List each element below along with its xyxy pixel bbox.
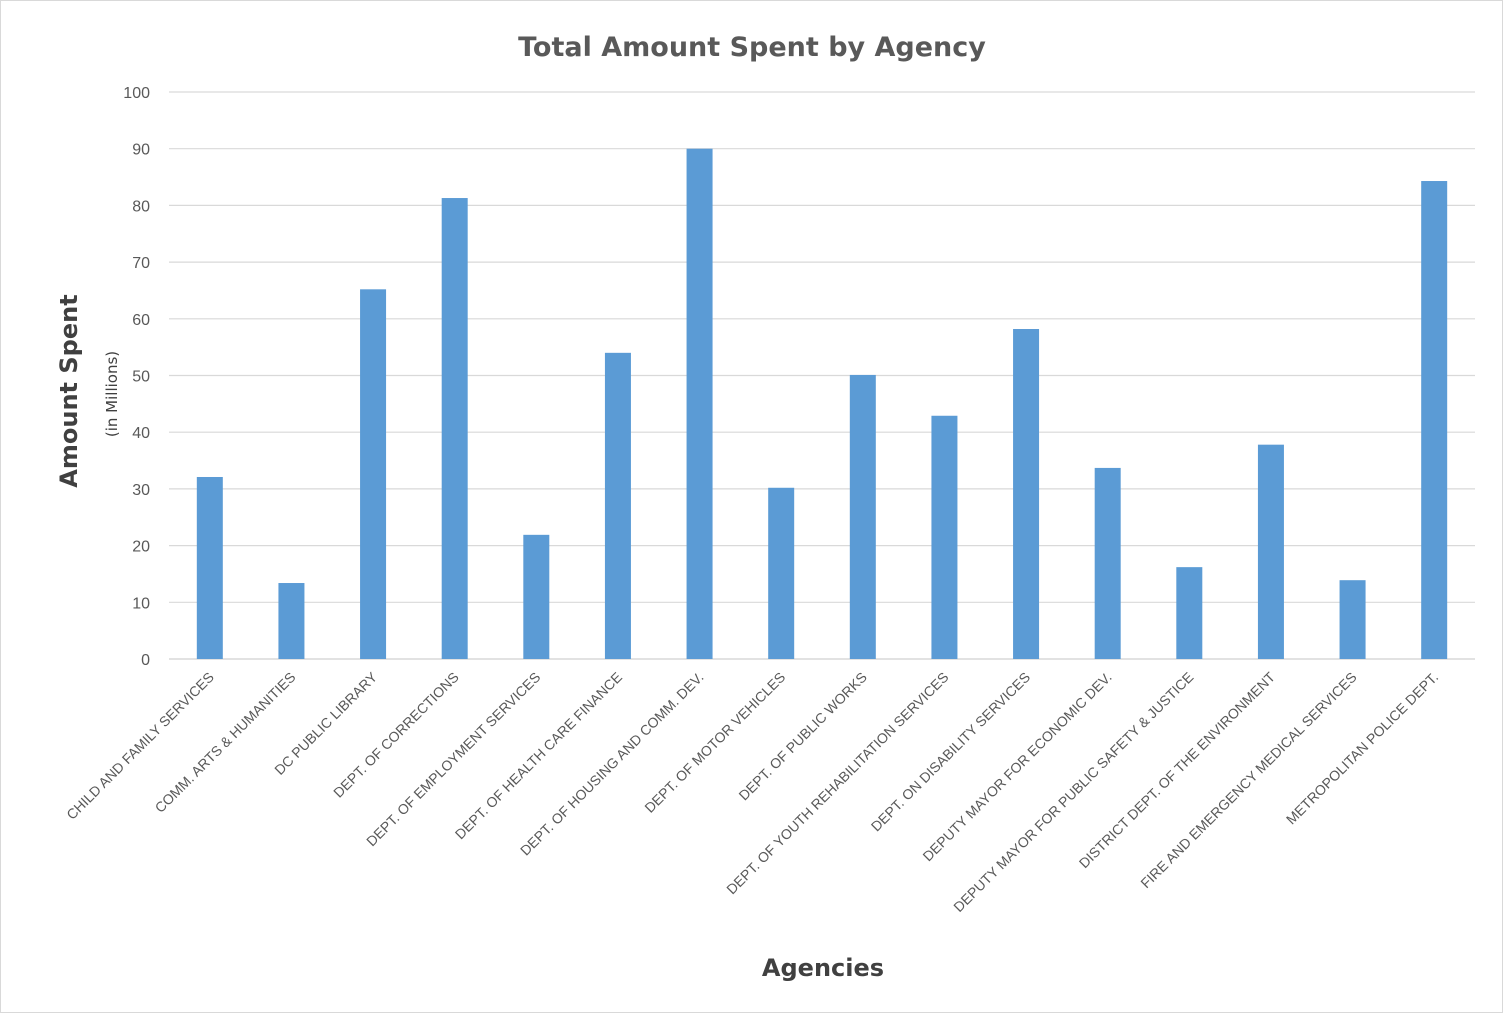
y-tick-label: 90: [132, 142, 150, 159]
bar: [768, 487, 795, 659]
x-tick-label: DEPT. OF HEALTH CARE FINANCE: [452, 669, 625, 842]
bar: [1339, 580, 1366, 659]
y-tick-label: 60: [132, 312, 150, 329]
gridlines: [169, 91, 1475, 660]
chart-title: Total Amount Spent by Agency: [518, 32, 986, 63]
y-tick-label: 80: [132, 198, 150, 215]
bar: [441, 198, 468, 660]
bar: [849, 374, 876, 659]
bar: [523, 534, 550, 659]
bar: [1094, 467, 1121, 659]
y-tick-label: 40: [132, 425, 150, 442]
y-tick-label: 30: [132, 482, 150, 499]
bar: [1176, 567, 1203, 659]
y-axis-subtitle-group: (in Millions): [103, 351, 121, 437]
bar: [1013, 329, 1040, 659]
y-tick-label: 70: [132, 255, 150, 272]
bar: [1257, 444, 1284, 659]
bar: [604, 352, 631, 659]
y-axis-subtitle: (in Millions): [103, 351, 121, 437]
x-tick-label: DEPT. ON DISABILITY SERVICES: [868, 669, 1034, 835]
y-axis-title-group: Amount Spent: [55, 294, 83, 487]
x-tick-label: DEPT. OF MOTOR VEHICLES: [641, 669, 788, 816]
bar: [1421, 181, 1448, 660]
x-tick-label: DEPT. OF EMPLOYMENT SERVICES: [363, 669, 543, 849]
x-tick-label: CHILD AND FAMILY SERVICES: [63, 669, 217, 823]
bar: [931, 415, 958, 659]
x-tick-label: COMM. ARTS & HUMANITIES: [152, 669, 299, 816]
y-axis-ticks: 0 10 20 30 40 50 60 70 80 90 100: [123, 85, 150, 669]
y-tick-label: 50: [132, 369, 150, 386]
y-tick-label: 20: [132, 539, 150, 556]
x-tick-label: DEPT. OF HOUSING AND COMM. DEV.: [517, 669, 707, 859]
bar: [360, 289, 387, 659]
bar: [196, 476, 223, 659]
x-axis-title: Agencies: [762, 954, 884, 982]
bar: [278, 583, 305, 659]
y-tick-label: 100: [123, 85, 150, 102]
y-tick-label: 0: [141, 652, 150, 669]
bars: [196, 148, 1448, 660]
y-axis-title: Amount Spent: [55, 294, 83, 487]
x-tick-label: DEPUTY MAYOR FOR ECONOMIC DEV.: [919, 669, 1114, 864]
y-tick-label: 10: [132, 595, 150, 612]
x-tick-label: METROPOLITAN POLICE DEPT.: [1283, 669, 1442, 828]
bar: [686, 148, 713, 659]
